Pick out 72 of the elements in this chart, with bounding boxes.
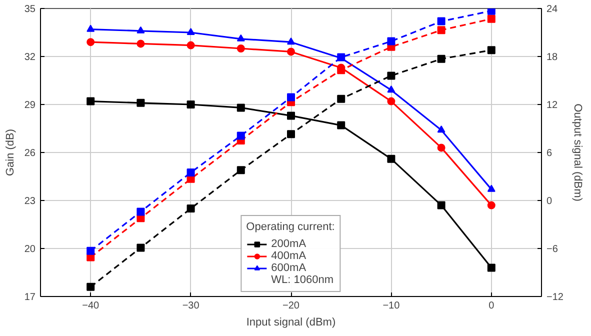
point	[136, 40, 145, 48]
point	[136, 98, 145, 107]
point	[186, 41, 195, 50]
x-tick-label: 0	[488, 300, 495, 312]
point	[236, 104, 245, 112]
point	[387, 86, 396, 93]
x-tick-label: −20	[282, 300, 300, 312]
legend-label: 400mA	[271, 250, 306, 262]
point	[487, 8, 496, 15]
point	[437, 54, 446, 63]
point	[437, 17, 446, 26]
y2-tick-label: 0	[546, 196, 552, 207]
point	[86, 97, 95, 106]
y2-tick-label: −12	[546, 292, 564, 303]
point	[86, 38, 95, 46]
point	[186, 204, 195, 212]
point	[387, 97, 396, 106]
y-tick-label: 32	[24, 52, 36, 63]
point	[236, 166, 245, 174]
point	[86, 282, 95, 291]
point	[487, 264, 496, 272]
point	[136, 244, 145, 252]
y2-axis-title: Output signal (dBm)	[571, 104, 584, 202]
point	[487, 14, 496, 23]
point	[186, 100, 195, 108]
x-tick-label: −10	[382, 300, 400, 312]
point	[487, 201, 496, 210]
legend-label: 600mA	[271, 262, 306, 274]
point	[387, 37, 396, 46]
point	[387, 154, 396, 163]
point	[86, 24, 95, 32]
y-tick-label: 17	[24, 292, 36, 303]
y-tick-label: 23	[24, 196, 36, 207]
point	[287, 48, 295, 56]
point	[287, 130, 295, 138]
x-tick-label: −30	[182, 300, 200, 312]
y-tick-label: 35	[24, 4, 36, 15]
point	[136, 26, 145, 34]
y-tick-label: 29	[24, 100, 36, 111]
annotation: WL: 1060nm	[271, 274, 334, 286]
legend-label: 200mA	[271, 238, 306, 250]
point	[186, 168, 195, 176]
point	[387, 72, 396, 80]
point	[287, 38, 295, 45]
point	[287, 112, 295, 120]
point	[437, 26, 446, 34]
y-tick-label: 20	[24, 244, 36, 255]
point	[236, 44, 245, 52]
point	[186, 28, 195, 36]
y-axis-title: Gain (dB)	[4, 128, 16, 176]
point	[337, 121, 346, 130]
legend-title: Operating current:	[246, 221, 335, 233]
y2-tick-label: 6	[546, 148, 552, 159]
x-tick-label: −40	[82, 300, 100, 312]
y2-tick-label: 18	[546, 52, 558, 63]
point	[236, 34, 245, 42]
y-tick-label: 26	[24, 148, 36, 159]
point	[287, 93, 295, 102]
point	[136, 208, 145, 216]
point	[337, 94, 346, 103]
point	[437, 144, 446, 152]
point	[437, 126, 446, 133]
y2-tick-label: 24	[546, 4, 558, 15]
point	[86, 246, 95, 255]
y2-tick-label: 12	[546, 100, 558, 111]
point	[437, 201, 446, 210]
point	[236, 132, 245, 140]
point	[487, 184, 496, 192]
point	[487, 46, 496, 54]
y2-tick-label: −6	[546, 244, 558, 255]
x-axis-title: Input signal (dBm)	[246, 316, 336, 328]
point	[337, 66, 346, 74]
